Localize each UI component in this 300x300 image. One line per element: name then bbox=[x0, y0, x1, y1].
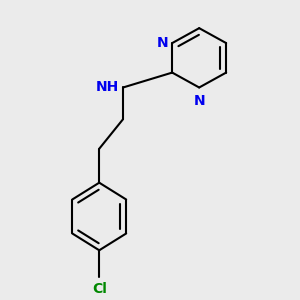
Text: Cl: Cl bbox=[92, 282, 107, 296]
Text: N: N bbox=[157, 36, 168, 50]
Text: NH: NH bbox=[96, 80, 119, 94]
Text: N: N bbox=[194, 94, 205, 108]
